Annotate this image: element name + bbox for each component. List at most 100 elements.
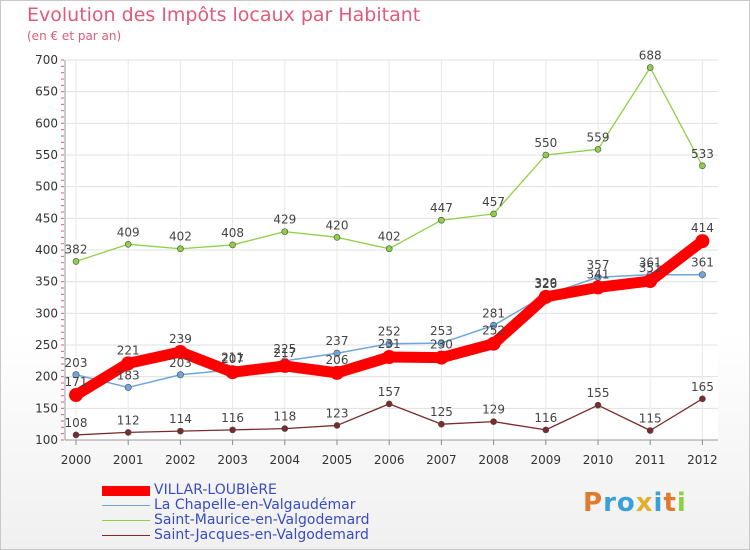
- data-point: [591, 280, 605, 295]
- x-tick-label: 2012: [687, 453, 718, 467]
- data-label: 183: [117, 368, 140, 382]
- data-point: [173, 344, 188, 359]
- data-label: 559: [587, 130, 610, 144]
- data-label: 108: [65, 416, 88, 430]
- data-label-main: 206: [326, 353, 349, 367]
- data-point: [281, 425, 289, 432]
- data-label: 129: [482, 403, 505, 417]
- data-point: [333, 234, 341, 241]
- data-point: [437, 339, 445, 347]
- x-tick-label: 2006: [374, 453, 405, 467]
- data-point: [542, 151, 550, 159]
- data-point: [699, 395, 706, 403]
- data-point: [698, 271, 706, 279]
- data-point: [542, 426, 550, 434]
- data-point: [124, 383, 132, 391]
- data-label: 165: [691, 380, 714, 394]
- data-point: [229, 426, 236, 434]
- data-label-main: 252: [482, 324, 505, 338]
- x-tick-label: 2009: [531, 453, 562, 467]
- data-label-main: 341: [587, 267, 610, 281]
- data-label: 112: [117, 413, 140, 427]
- data-point: [538, 289, 553, 304]
- data-point: [385, 340, 393, 348]
- legend-swatch: [102, 534, 150, 537]
- data-label-main: 230: [430, 338, 453, 352]
- data-point: [330, 365, 344, 380]
- data-point: [176, 371, 184, 379]
- data-label: 361: [691, 256, 714, 270]
- chart-title: Evolution des Impôts locaux par Habitant: [27, 4, 421, 26]
- logo-letter: o: [616, 488, 636, 518]
- data-point: [124, 429, 132, 436]
- data-label: 114: [169, 412, 192, 426]
- logo-letter: P: [583, 488, 604, 518]
- data-label-main: 217: [273, 346, 296, 360]
- logo-letter: i: [676, 488, 687, 518]
- data-label: 116: [221, 411, 244, 425]
- data-point: [486, 336, 501, 351]
- data-label-main: 351: [639, 261, 662, 275]
- data-point: [177, 427, 184, 435]
- logo-letter: r: [603, 488, 617, 518]
- data-point: [594, 146, 602, 153]
- data-point: [438, 216, 445, 224]
- data-label: 409: [117, 225, 140, 239]
- legend-swatch: [102, 519, 150, 522]
- x-tick-label: 2003: [217, 453, 248, 467]
- legend-label: Saint-Jacques-en-Valgodemard: [154, 527, 369, 543]
- data-label: 252: [378, 325, 401, 339]
- data-label: 118: [273, 410, 296, 424]
- data-label: 402: [378, 230, 401, 244]
- data-label: 116: [534, 411, 557, 425]
- data-label: 125: [430, 405, 453, 419]
- y-tick-label: 250: [35, 338, 58, 352]
- y-tick-label: 500: [35, 180, 58, 194]
- y-tick-label: 400: [35, 243, 58, 257]
- data-label-main: 326: [534, 277, 557, 291]
- data-point: [382, 350, 397, 365]
- x-tick-label: 2008: [478, 453, 509, 467]
- y-tick-label: 350: [35, 275, 58, 289]
- x-tick-label: 2010: [583, 453, 614, 467]
- data-point: [385, 245, 393, 253]
- data-point: [121, 356, 136, 371]
- data-label: 211: [221, 351, 244, 365]
- data-label: 329: [534, 276, 557, 290]
- data-label: 429: [273, 213, 296, 227]
- chart-subtitle: (en € et par an): [27, 29, 122, 43]
- legend-swatch: [102, 485, 150, 496]
- data-label-main: 231: [378, 337, 401, 351]
- x-tick-label: 2000: [61, 453, 92, 467]
- legend-swatch: [102, 504, 150, 507]
- x-tick-label: 2002: [165, 453, 196, 467]
- data-point: [646, 64, 654, 71]
- data-label: 408: [221, 226, 244, 240]
- data-point: [490, 210, 497, 218]
- data-label: 457: [482, 195, 505, 209]
- data-label: 382: [65, 242, 88, 256]
- data-label: 123: [326, 406, 349, 420]
- data-point: [333, 349, 341, 357]
- y-tick-label: 700: [35, 53, 58, 67]
- data-label-main: 207: [221, 352, 244, 366]
- data-label: 155: [587, 386, 610, 400]
- data-label: 203: [65, 356, 88, 370]
- x-tick-label: 2004: [270, 453, 301, 467]
- data-point: [229, 241, 236, 249]
- logo-letter: t: [663, 488, 677, 518]
- data-point: [277, 358, 292, 373]
- data-label-main: 221: [117, 343, 140, 357]
- data-point: [385, 400, 393, 408]
- data-label: 402: [169, 230, 192, 244]
- data-label: 550: [534, 136, 557, 150]
- data-point: [434, 350, 449, 365]
- y-tick-label: 450: [35, 211, 58, 225]
- data-label: 225: [273, 342, 296, 356]
- y-tick-label: 150: [35, 401, 58, 415]
- y-tick-label: 650: [35, 85, 58, 99]
- data-point: [333, 422, 341, 429]
- data-point: [646, 427, 654, 434]
- data-point: [124, 241, 132, 248]
